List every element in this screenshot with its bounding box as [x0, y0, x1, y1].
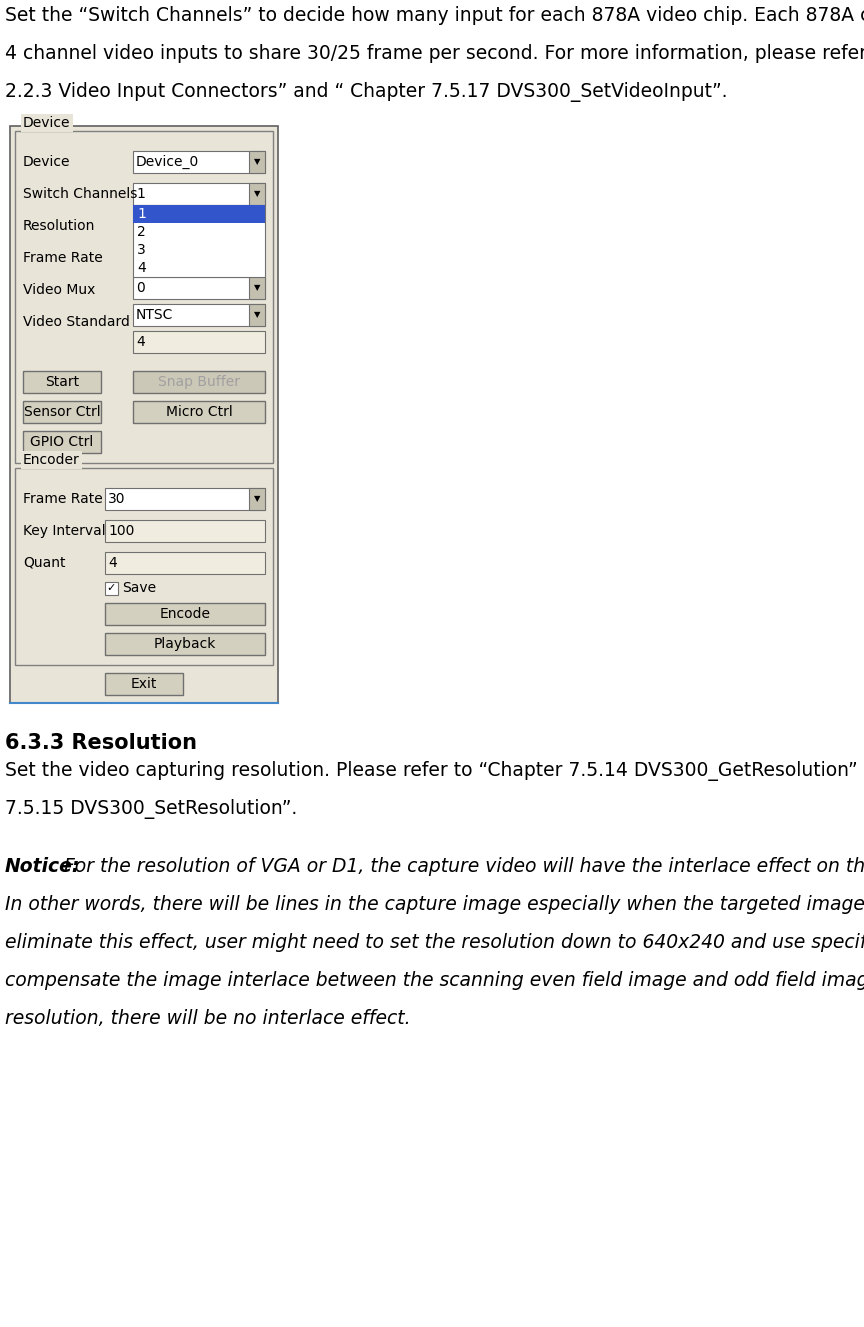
Text: 4 channel video inputs to share 30/25 frame per second. For more information, pl: 4 channel video inputs to share 30/25 fr… — [5, 44, 864, 62]
Bar — [133, 330, 265, 353]
Text: 1: 1 — [136, 187, 145, 200]
Text: NTSC: NTSC — [136, 308, 174, 322]
Text: 4: 4 — [136, 334, 145, 349]
Bar — [105, 602, 265, 625]
Bar — [249, 304, 265, 326]
Bar — [23, 401, 101, 423]
Text: Exit: Exit — [130, 677, 157, 691]
Text: 30: 30 — [108, 492, 125, 506]
Text: ▼: ▼ — [254, 190, 260, 199]
Bar — [105, 673, 183, 695]
Text: Video Mux: Video Mux — [23, 283, 95, 297]
Text: Set the video capturing resolution. Please refer to “Chapter 7.5.14 DVS300_GetRe: Set the video capturing resolution. Plea… — [5, 760, 864, 782]
Bar — [133, 204, 265, 223]
Text: Resolution: Resolution — [23, 219, 95, 234]
Text: Notice:: Notice: — [5, 857, 80, 876]
Text: Save: Save — [122, 581, 156, 596]
Bar — [133, 401, 265, 423]
Text: ✓: ✓ — [107, 584, 116, 593]
Text: Frame Rate: Frame Rate — [23, 492, 103, 506]
Text: Sensor Ctrl: Sensor Ctrl — [23, 405, 100, 419]
Bar — [15, 468, 273, 665]
Text: Video Standard: Video Standard — [23, 314, 130, 329]
Bar — [105, 488, 265, 510]
Text: Switch Channels: Switch Channels — [23, 187, 137, 200]
Text: Encoder: Encoder — [23, 453, 79, 467]
Text: 6.3.3 Resolution: 6.3.3 Resolution — [5, 733, 197, 752]
Bar — [133, 304, 265, 326]
Text: Playback: Playback — [154, 637, 216, 652]
Text: 7.5.15 DVS300_SetResolution”.: 7.5.15 DVS300_SetResolution”. — [5, 799, 297, 819]
Bar — [15, 131, 273, 463]
Bar — [249, 277, 265, 299]
Text: 100: 100 — [108, 524, 135, 537]
Text: 3: 3 — [137, 243, 146, 257]
Bar — [249, 488, 265, 510]
Bar — [249, 183, 265, 204]
Bar — [133, 372, 265, 393]
Text: Device: Device — [23, 155, 71, 169]
Bar — [23, 431, 101, 453]
Text: Start: Start — [45, 376, 79, 389]
Text: 2.2.3 Video Input Connectors” and “ Chapter 7.5.17 DVS300_SetVideoInput”.: 2.2.3 Video Input Connectors” and “ Chap… — [5, 82, 727, 102]
Bar — [23, 372, 101, 393]
Text: resolution, there will be no interlace effect.: resolution, there will be no interlace e… — [5, 1009, 410, 1028]
Bar — [105, 520, 265, 541]
Text: ▼: ▼ — [254, 495, 260, 503]
Bar — [133, 204, 265, 277]
Text: Set the “Switch Channels” to decide how many input for each 878A video chip. Eac: Set the “Switch Channels” to decide how … — [5, 7, 864, 25]
Text: Snap Buffer: Snap Buffer — [158, 376, 240, 389]
Text: Device: Device — [23, 115, 71, 130]
Text: Device_0: Device_0 — [136, 155, 200, 169]
Bar — [133, 151, 265, 173]
Text: Quant: Quant — [23, 556, 66, 571]
Text: GPIO Ctrl: GPIO Ctrl — [30, 435, 93, 449]
Bar — [105, 633, 265, 656]
Text: Frame Rate: Frame Rate — [23, 251, 103, 265]
Bar — [133, 183, 265, 204]
Text: 2: 2 — [137, 226, 146, 239]
Bar — [249, 151, 265, 173]
Text: 1: 1 — [137, 207, 146, 222]
Bar — [10, 126, 278, 703]
Text: compensate the image interlace between the scanning even field image and odd fie: compensate the image interlace between t… — [5, 971, 864, 990]
Bar — [133, 277, 265, 299]
Text: 4: 4 — [137, 261, 146, 275]
Text: ▼: ▼ — [254, 311, 260, 320]
Text: 4: 4 — [108, 556, 117, 571]
Text: ▼: ▼ — [254, 158, 260, 166]
Text: ▼: ▼ — [254, 284, 260, 292]
Text: Key Interval: Key Interval — [23, 524, 105, 537]
Text: Micro Ctrl: Micro Ctrl — [166, 405, 232, 419]
Bar — [105, 583, 118, 594]
Text: Encode: Encode — [160, 606, 211, 621]
Bar — [105, 552, 265, 575]
Text: eliminate this effect, user might need to set the resolution down to 640x240 and: eliminate this effect, user might need t… — [5, 933, 864, 951]
Text: For the resolution of VGA or D1, the capture video will have the interlace effec: For the resolution of VGA or D1, the cap… — [64, 857, 864, 876]
Text: In other words, there will be lines in the capture image especially when the tar: In other words, there will be lines in t… — [5, 894, 864, 914]
Text: 0: 0 — [136, 281, 145, 295]
